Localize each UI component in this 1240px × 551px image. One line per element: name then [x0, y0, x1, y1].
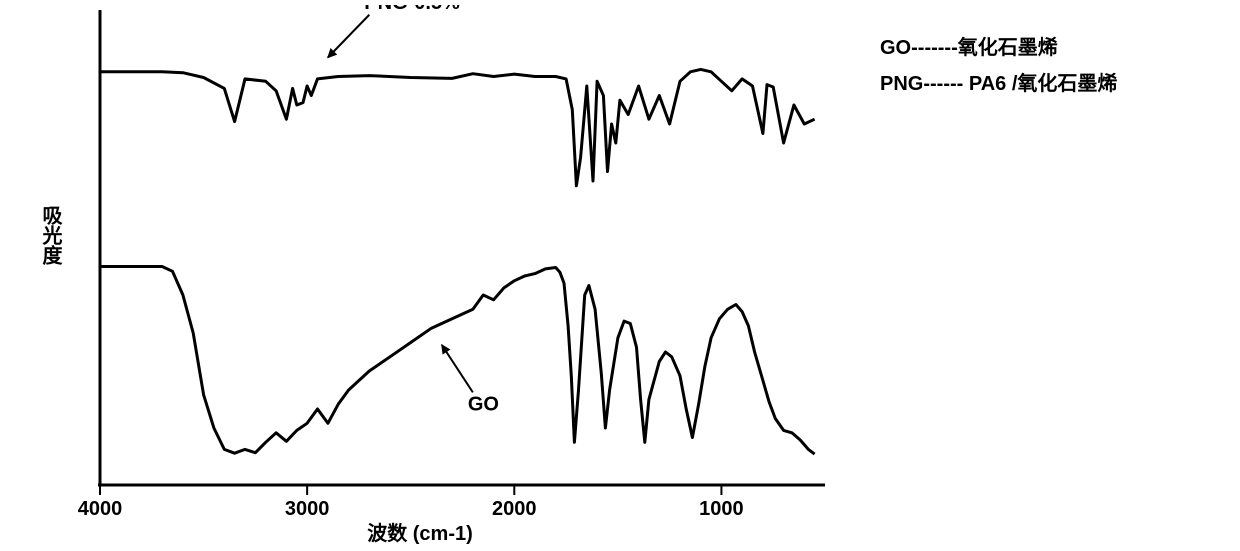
axes: [98, 10, 825, 485]
legend-dashes: ------ PA6 /: [923, 73, 1017, 95]
spectra: [100, 69, 815, 454]
ftir-chart: 4000 3000 2000 1000 波数 (cm-1) 吸光度 PNG-0.5% G…: [20, 5, 840, 545]
spectrum-GO: [100, 267, 815, 455]
legend-row-png: PNG------ PA6 /氧化石墨烯: [880, 66, 1117, 102]
svg-text:3000: 3000: [285, 498, 330, 520]
curve-annotations: PNG-0.5% GO: [328, 5, 499, 415]
spectrum-PNG-0.5%: [100, 69, 815, 185]
legend: GO-------氧化石墨烯 PNG------ PA6 /氧化石墨烯: [880, 30, 1117, 102]
legend-dashes: -------: [911, 37, 958, 59]
x-axis-label: 波数 (cm-1): [367, 521, 473, 545]
curve-label: PNG-0.5%: [364, 5, 460, 14]
chart-svg: 4000 3000 2000 1000 波数 (cm-1) 吸光度 PNG-0.5% G…: [20, 5, 840, 545]
y-axis-label: 吸光度: [39, 205, 63, 266]
legend-key: PNG: [880, 73, 923, 95]
legend-key: GO: [880, 37, 911, 59]
curve-label: GO: [468, 393, 499, 415]
x-ticks: 4000 3000 2000 1000: [78, 485, 744, 520]
svg-text:1000: 1000: [699, 498, 744, 520]
legend-desc: 氧化石墨烯: [958, 37, 1058, 59]
legend-desc: 氧化石墨烯: [1017, 73, 1117, 95]
svg-text:2000: 2000: [492, 498, 537, 520]
svg-text:4000: 4000: [78, 498, 123, 520]
legend-row-go: GO-------氧化石墨烯: [880, 30, 1117, 66]
